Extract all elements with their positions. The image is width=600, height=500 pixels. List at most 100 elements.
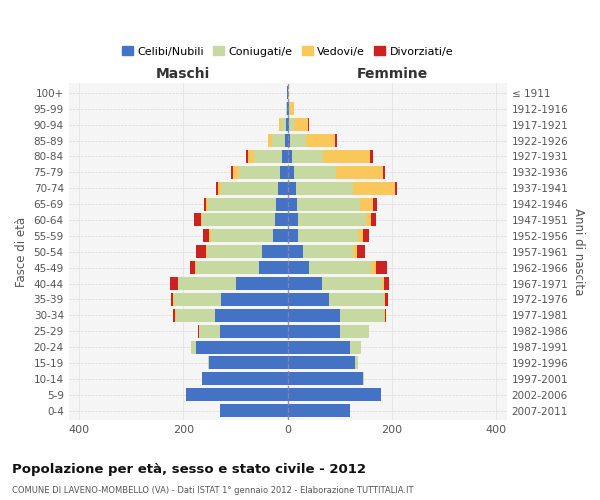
Bar bbox=[287, 261, 308, 274]
Bar bbox=[272, 134, 285, 147]
Bar bbox=[385, 293, 388, 306]
Bar bbox=[395, 182, 397, 194]
Bar bbox=[221, 293, 287, 306]
Bar bbox=[196, 245, 206, 258]
Bar bbox=[218, 182, 221, 194]
Bar bbox=[216, 182, 218, 194]
Bar bbox=[204, 198, 206, 210]
Bar bbox=[308, 261, 371, 274]
Bar bbox=[287, 293, 329, 306]
Bar bbox=[286, 102, 287, 116]
Bar bbox=[287, 134, 290, 147]
Bar bbox=[287, 309, 340, 322]
Bar bbox=[287, 245, 304, 258]
Bar bbox=[298, 214, 366, 226]
Bar bbox=[304, 245, 353, 258]
Bar bbox=[358, 230, 364, 242]
Bar bbox=[196, 340, 287, 353]
Bar bbox=[287, 372, 364, 386]
Bar bbox=[220, 324, 287, 338]
Bar bbox=[220, 404, 287, 417]
Bar bbox=[370, 150, 373, 163]
Bar bbox=[384, 277, 389, 290]
Y-axis label: Anni di nascita: Anni di nascita bbox=[572, 208, 585, 296]
Bar bbox=[254, 150, 283, 163]
Bar bbox=[350, 340, 361, 353]
Bar bbox=[206, 245, 207, 258]
Bar bbox=[384, 293, 385, 306]
Bar bbox=[383, 166, 385, 179]
Bar bbox=[208, 356, 209, 370]
Bar bbox=[202, 372, 287, 386]
Bar bbox=[359, 198, 373, 210]
Legend: Celibi/Nubili, Coniugati/e, Vedovi/e, Divorziati/e: Celibi/Nubili, Coniugati/e, Vedovi/e, Di… bbox=[118, 42, 458, 61]
Bar bbox=[289, 118, 295, 131]
Bar bbox=[357, 245, 365, 258]
Bar bbox=[290, 134, 306, 147]
Bar bbox=[211, 230, 273, 242]
Bar bbox=[208, 198, 276, 210]
Bar bbox=[287, 102, 289, 116]
Bar bbox=[287, 118, 289, 131]
Bar bbox=[202, 214, 275, 226]
Bar bbox=[207, 245, 262, 258]
Bar bbox=[276, 198, 287, 210]
Bar bbox=[287, 166, 294, 179]
Bar bbox=[371, 214, 376, 226]
Bar bbox=[290, 102, 294, 116]
Bar bbox=[353, 182, 395, 194]
Bar bbox=[231, 166, 233, 179]
Bar bbox=[376, 261, 387, 274]
Bar bbox=[340, 309, 384, 322]
Bar bbox=[294, 166, 335, 179]
Bar bbox=[281, 118, 286, 131]
Bar bbox=[295, 118, 308, 131]
Bar bbox=[268, 134, 272, 147]
Bar bbox=[176, 309, 215, 322]
Bar bbox=[287, 324, 340, 338]
Bar bbox=[373, 198, 377, 210]
Bar bbox=[329, 293, 384, 306]
Bar bbox=[366, 214, 371, 226]
Bar bbox=[221, 182, 278, 194]
Bar bbox=[287, 198, 297, 210]
Bar bbox=[296, 182, 353, 194]
Bar bbox=[283, 150, 287, 163]
Bar bbox=[191, 340, 196, 353]
Bar bbox=[335, 134, 337, 147]
Bar bbox=[280, 166, 287, 179]
Bar bbox=[287, 150, 292, 163]
Bar bbox=[248, 150, 254, 163]
Bar bbox=[285, 134, 287, 147]
Bar bbox=[173, 309, 175, 322]
Bar bbox=[262, 245, 287, 258]
Bar bbox=[203, 230, 209, 242]
Bar bbox=[306, 134, 335, 147]
Text: Femmine: Femmine bbox=[357, 67, 428, 81]
Bar bbox=[247, 150, 248, 163]
Bar bbox=[288, 86, 289, 100]
Bar bbox=[335, 166, 383, 179]
Bar bbox=[174, 293, 221, 306]
Bar bbox=[287, 182, 296, 194]
Bar bbox=[239, 166, 280, 179]
Text: COMUNE DI LAVENO-MOMBELLO (VA) - Dati ISTAT 1° gennaio 2012 - Elaborazione TUTTI: COMUNE DI LAVENO-MOMBELLO (VA) - Dati IS… bbox=[12, 486, 413, 495]
Bar bbox=[287, 356, 355, 370]
Bar bbox=[186, 388, 287, 401]
Text: Popolazione per età, sesso e stato civile - 2012: Popolazione per età, sesso e stato civil… bbox=[12, 462, 366, 475]
Bar bbox=[194, 214, 200, 226]
Bar bbox=[289, 102, 290, 116]
Bar bbox=[171, 293, 173, 306]
Bar bbox=[259, 261, 287, 274]
Bar bbox=[355, 356, 358, 370]
Bar bbox=[233, 166, 239, 179]
Bar bbox=[340, 324, 368, 338]
Bar bbox=[286, 118, 287, 131]
Bar bbox=[298, 230, 358, 242]
Bar bbox=[170, 277, 178, 290]
Bar bbox=[371, 261, 376, 274]
Bar bbox=[287, 388, 380, 401]
Bar bbox=[196, 261, 259, 274]
Bar bbox=[209, 356, 287, 370]
Bar bbox=[287, 230, 298, 242]
